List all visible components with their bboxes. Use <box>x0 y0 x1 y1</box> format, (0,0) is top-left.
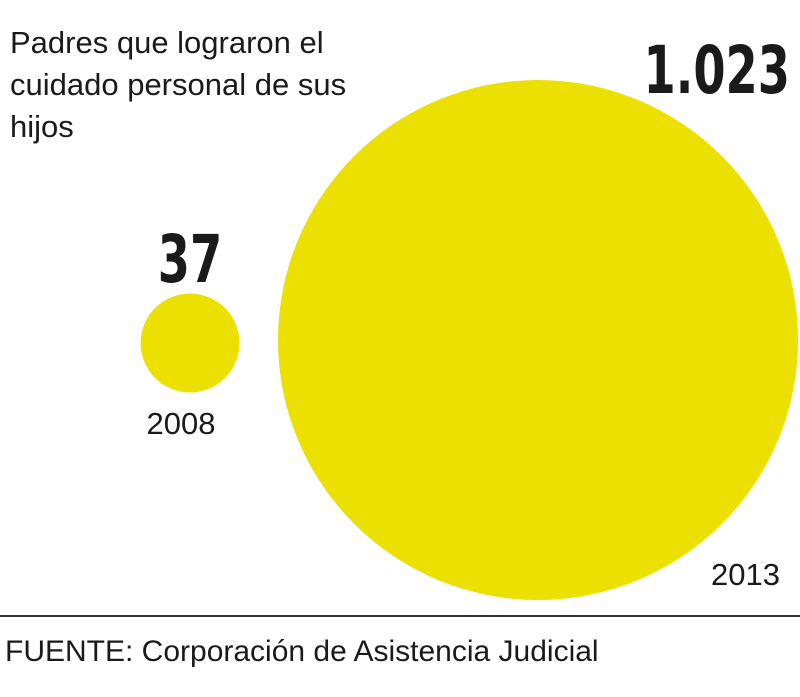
bubble-2008 <box>140 293 240 393</box>
chart-title: Padres que lograron el cuidado personal … <box>10 25 347 144</box>
bubble-2013 <box>278 80 798 600</box>
category-label-2008: 2008 <box>147 406 216 441</box>
value-label-2013: 1.023 <box>644 32 790 109</box>
divider-line <box>0 615 800 617</box>
category-label-2013: 2013 <box>711 557 780 592</box>
source-note: FUENTE: Corporación de Asistencia Judici… <box>5 635 599 668</box>
bubble-chart: 37 2008 1.023 2013 <box>140 32 798 600</box>
value-label-2008: 37 <box>158 221 222 298</box>
